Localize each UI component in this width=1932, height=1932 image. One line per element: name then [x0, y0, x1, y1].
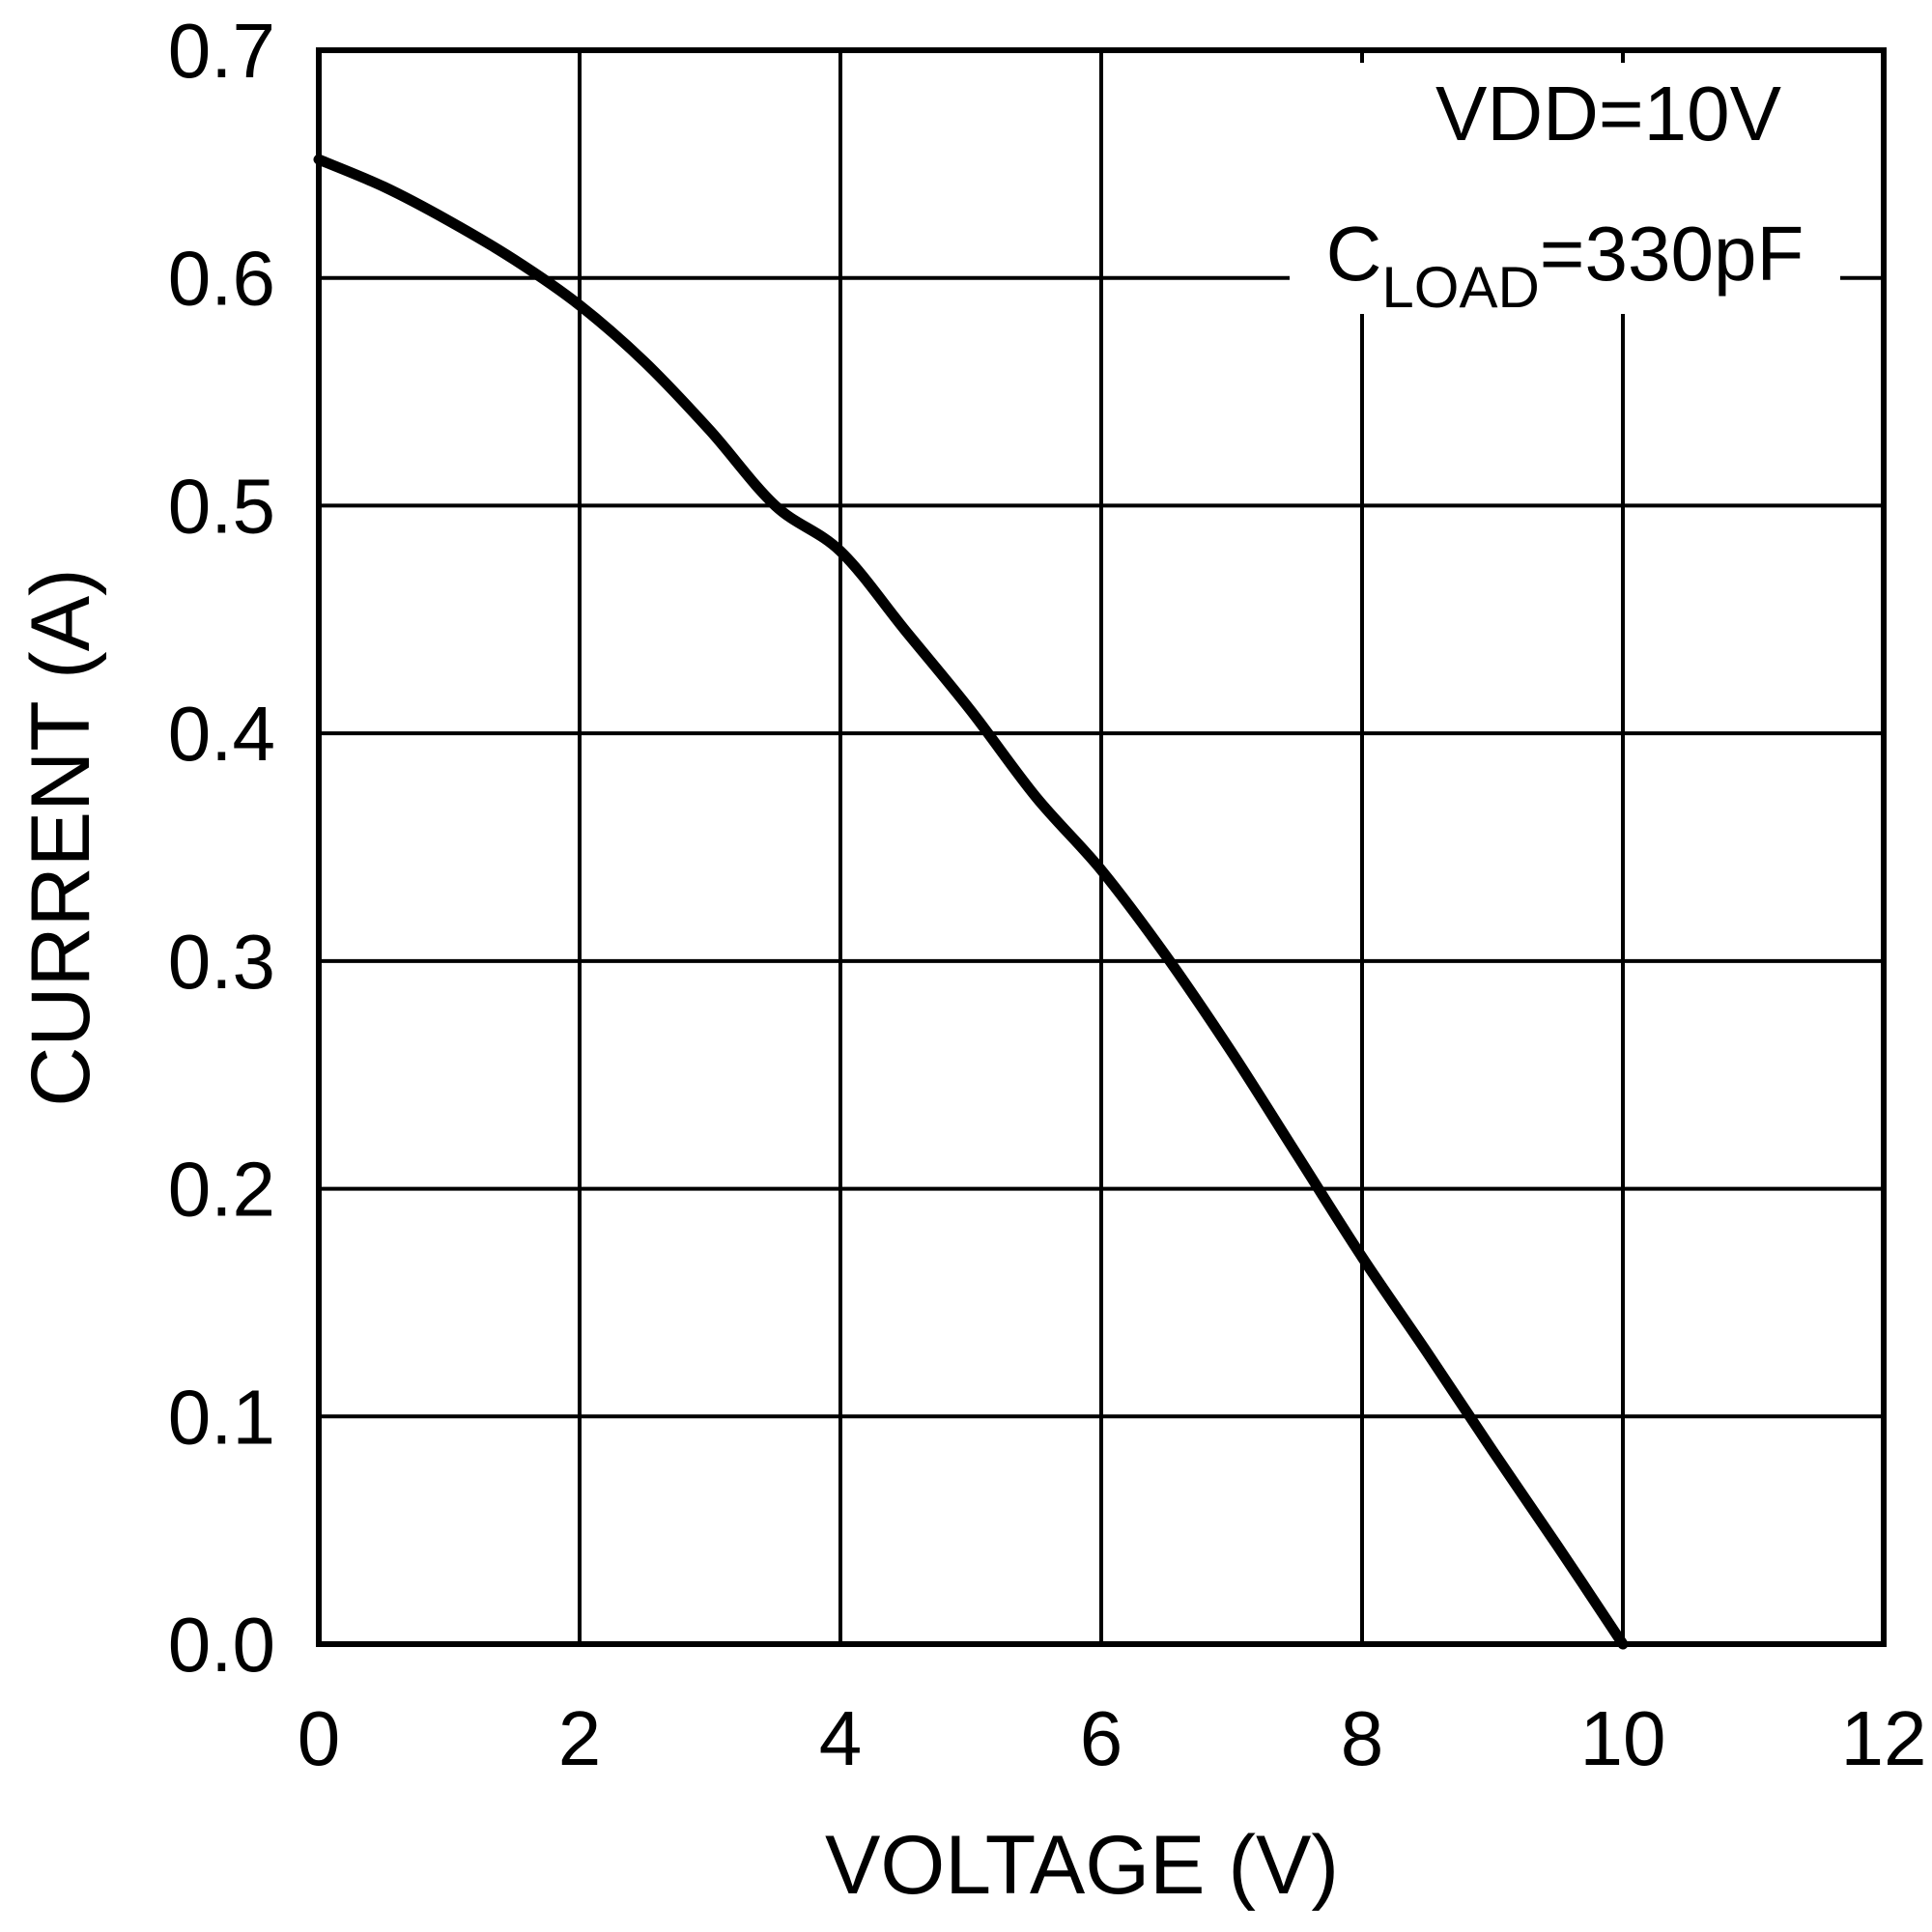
y-tick-label: 0.0 [168, 1602, 275, 1688]
x-tick-label: 4 [819, 1695, 863, 1781]
annotation-vdd: VDD=10V [1435, 71, 1782, 156]
y-tick-label: 0.2 [168, 1147, 275, 1233]
x-tick-label: 12 [1841, 1695, 1927, 1781]
y-tick-labels: 0.0 0.1 0.2 0.3 0.4 0.5 0.6 0.7 [168, 8, 275, 1688]
y-tick-label: 0.4 [168, 691, 275, 777]
annotation-background [1290, 63, 1840, 314]
y-axis-label: CURRENT (A) [14, 568, 107, 1106]
x-tick-label: 2 [558, 1695, 602, 1781]
x-tick-label: 8 [1341, 1695, 1384, 1781]
x-tick-labels: 0 2 4 6 8 10 12 [298, 1695, 1927, 1781]
x-tick-label: 0 [298, 1695, 341, 1781]
annotation-cload: CLOAD=330pF [1326, 211, 1804, 320]
x-tick-label: 10 [1580, 1695, 1666, 1781]
y-tick-label: 0.1 [168, 1374, 275, 1460]
series-line [313, 154, 1629, 1650]
x-axis-label: VOLTAGE (V) [825, 1819, 1339, 1912]
x-tick-label: 6 [1080, 1695, 1123, 1781]
annotation-cload-value: =330pF [1540, 211, 1804, 297]
annotation-cload-sub: LOAD [1381, 255, 1539, 320]
grid-lines [319, 50, 1884, 1644]
annotation-cload-main: C [1326, 211, 1382, 297]
y-tick-label: 0.6 [168, 236, 275, 322]
plot-frame [316, 47, 1887, 1647]
y-tick-label: 0.3 [168, 919, 275, 1005]
y-tick-label: 0.5 [168, 463, 275, 549]
y-tick-label: 0.7 [168, 8, 275, 94]
